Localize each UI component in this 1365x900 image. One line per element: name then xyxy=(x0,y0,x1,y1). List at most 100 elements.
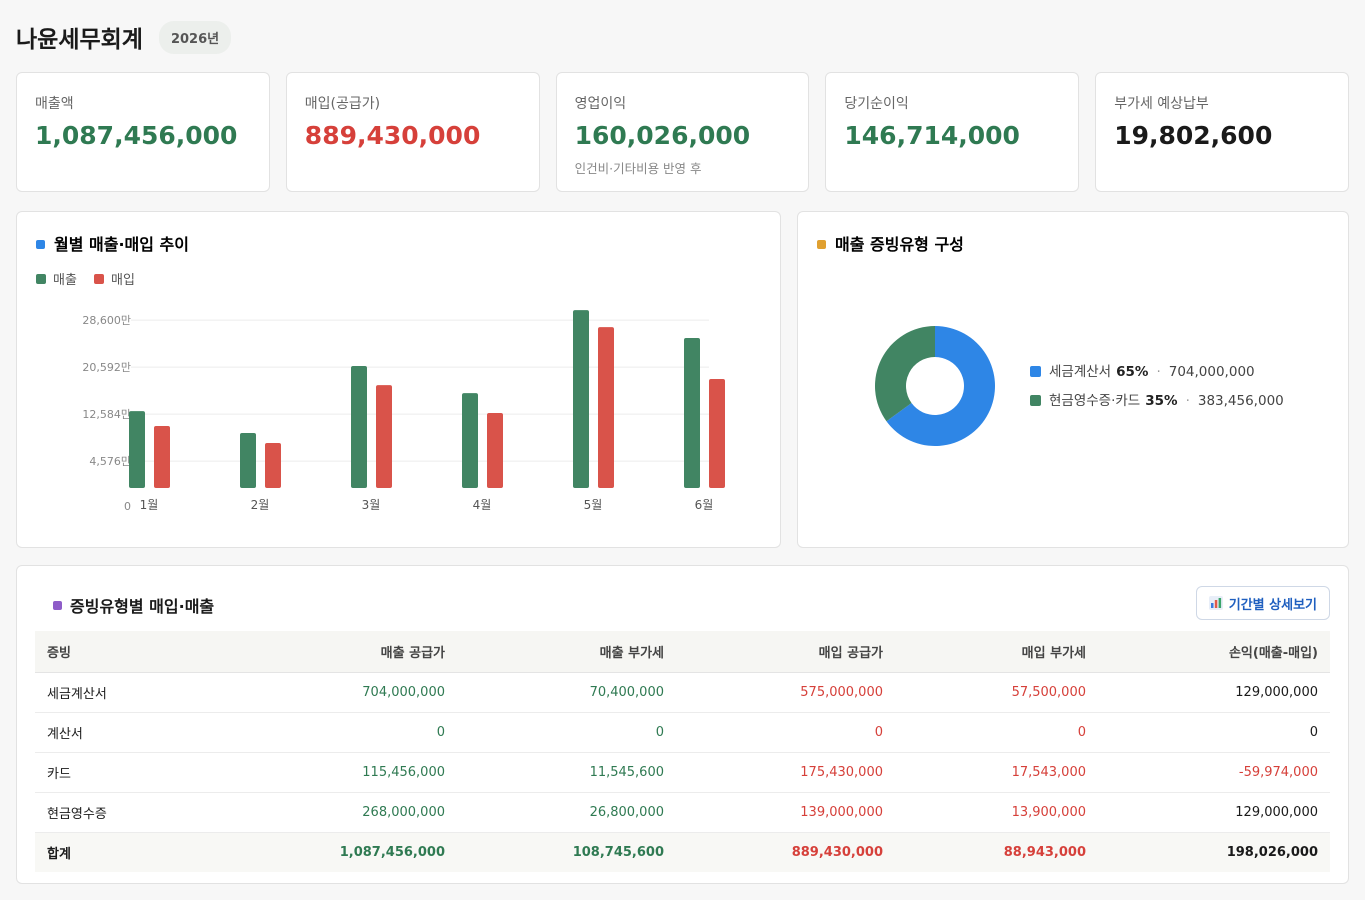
y-tick-label: 12,584만 xyxy=(82,408,131,421)
table-cell: 카드 xyxy=(35,752,225,793)
total-cell: 1,087,456,000 xyxy=(225,832,457,872)
bar xyxy=(240,433,256,488)
bar xyxy=(129,411,145,488)
legend-label: 매출 xyxy=(53,273,77,288)
legend-percent: 35% xyxy=(1145,393,1178,409)
table-cell: 0 xyxy=(225,712,457,753)
y-tick-label: 4,576만 xyxy=(89,455,131,468)
header: 나윤세무회계 2026년 xyxy=(16,20,232,54)
legend-swatch xyxy=(94,274,104,284)
legend-swatch xyxy=(1030,366,1041,377)
button-label: 기간별 상세보기 xyxy=(1228,597,1317,613)
column-header: 매출 부가세 xyxy=(457,631,676,673)
title-dot xyxy=(53,600,62,610)
summary-table: 증빙 매출 공급가 매출 부가세 매입 공급가 매입 부가세 손익(매출-매입) 세금계산서… xyxy=(35,631,1330,872)
page-title: 나윤세무회계 xyxy=(16,27,143,53)
column-header: 매입 부가세 xyxy=(895,631,1098,673)
total-cell: 198,026,000 xyxy=(1098,832,1330,872)
column-header: 매출 공급가 xyxy=(225,631,457,673)
table-cell: 115,456,000 xyxy=(225,752,457,793)
table-row: 현금영수증 268,000,000 26,800,000 139,000,000 13,… xyxy=(35,792,1330,833)
table-head: 증빙 매출 공급가 매출 부가세 매입 공급가 매입 부가세 손익(매출-매입) xyxy=(35,631,1330,673)
bar xyxy=(684,338,700,488)
kpi-value: 19,802,600 xyxy=(1114,121,1273,150)
table-cell: 13,900,000 xyxy=(895,792,1098,833)
bar-card: 월별 매출·매입 추이 매출 매입 0 4,576만 12,584만 20,592만 28,6… xyxy=(16,211,781,548)
kpi-label: 당기순이익 xyxy=(844,96,909,112)
x-tick-label: 4월 xyxy=(473,498,492,512)
table-cell: 0 xyxy=(1098,712,1330,753)
x-tick-label: 1월 xyxy=(140,498,159,512)
total-cell: 108,745,600 xyxy=(457,832,676,872)
table-cell: 현금영수증 xyxy=(35,792,225,833)
legend-name: 세금계산서 xyxy=(1049,364,1111,380)
chart-icon xyxy=(1208,596,1223,610)
legend-label: 매입 xyxy=(111,273,135,288)
table-cell: 268,000,000 xyxy=(225,792,457,833)
x-tick-label: 3월 xyxy=(362,498,381,512)
kpi-card: 영업이익 160,026,000 인건비·기타비용 반영 후 xyxy=(555,72,810,192)
y-tick-label: 0 xyxy=(124,500,131,513)
table-cell: 139,000,000 xyxy=(676,792,895,833)
total-cell: 합계 xyxy=(35,832,225,872)
kpi-note: 인건비·기타비용 반영 후 xyxy=(574,161,702,176)
y-tick-label: 28,600만 xyxy=(82,314,131,327)
table-cell: 11,545,600 xyxy=(457,752,676,793)
table-cell: 0 xyxy=(895,712,1098,753)
bar xyxy=(487,413,503,488)
table-cell: 26,800,000 xyxy=(457,792,676,833)
table-cell: 129,000,000 xyxy=(1098,792,1330,833)
bar xyxy=(265,443,281,488)
column-header: 증빙 xyxy=(35,631,225,673)
table-row: 세금계산서 704,000,000 70,400,000 575,000,000 57,… xyxy=(35,672,1330,713)
total-row: 합계 1,087,456,000 108,745,600 889,430,000 88,… xyxy=(35,832,1330,872)
legend-swatch xyxy=(1030,395,1041,406)
kpi-label: 부가세 예상납부 xyxy=(1114,96,1209,112)
separator: · xyxy=(1156,364,1160,380)
legend-amount: 704,000,000 xyxy=(1169,364,1255,380)
separator: · xyxy=(1186,393,1190,409)
kpi-label: 매입(공급가) xyxy=(304,96,381,112)
y-tick-label: 20,592만 xyxy=(82,361,131,374)
table-title: 증빙유형별 매입·매출 xyxy=(70,597,215,616)
table-cell: 세금계산서 xyxy=(35,672,225,713)
bar xyxy=(462,393,478,488)
table-body: 세금계산서 704,000,000 70,400,000 575,000,000 57,… xyxy=(35,672,1330,872)
chart-title: 매출 증빙유형 구성 xyxy=(835,235,964,254)
bar xyxy=(709,379,725,488)
bar xyxy=(351,366,367,488)
legend-name: 현금영수증·카드 xyxy=(1049,393,1140,409)
kpi-label: 영업이익 xyxy=(574,96,627,112)
bar xyxy=(376,385,392,488)
kpi-value: 146,714,000 xyxy=(844,121,1020,150)
legend-swatch xyxy=(36,274,46,284)
legend-percent: 65% xyxy=(1116,364,1149,380)
column-header: 매입 공급가 xyxy=(676,631,895,673)
title-dot xyxy=(817,240,826,249)
kpi-row: 매출액 1,087,456,000 매입(공급가) 889,430,000 영업이익 16… xyxy=(16,72,1349,192)
table-cell: 575,000,000 xyxy=(676,672,895,713)
table-card: 증빙유형별 매입·매출 기간별 상세보기 증빙 매출 공급가 매출 부가세 매입 공급… xyxy=(16,565,1349,884)
kpi-value: 1,087,456,000 xyxy=(35,121,238,150)
total-cell: 889,430,000 xyxy=(676,832,895,872)
table-cell: 17,543,000 xyxy=(895,752,1098,793)
table-cell: 0 xyxy=(676,712,895,753)
kpi-value: 160,026,000 xyxy=(574,121,751,150)
table-cell: 704,000,000 xyxy=(225,672,457,713)
year-badge: 2026년 xyxy=(158,20,232,54)
bar xyxy=(598,327,614,488)
kpi-card: 매입(공급가) 889,430,000 xyxy=(285,72,540,192)
table-title-wrap: 증빙유형별 매입·매출 xyxy=(53,593,214,617)
table-cell: 129,000,000 xyxy=(1098,672,1330,713)
header-row: 증빙 매출 공급가 매출 부가세 매입 공급가 매입 부가세 손익(매출-매입) xyxy=(35,631,1330,673)
pie-slice xyxy=(886,326,995,446)
table-cell: 계산서 xyxy=(35,712,225,753)
table-cell: 175,430,000 xyxy=(676,752,895,793)
kpi-card: 매출액 1,087,456,000 xyxy=(16,72,270,192)
detail-button[interactable]: 기간별 상세보기 xyxy=(1195,586,1330,620)
kpi-label: 매출액 xyxy=(35,96,74,112)
kpi-card: 부가세 예상납부 19,802,600 xyxy=(1095,72,1349,192)
